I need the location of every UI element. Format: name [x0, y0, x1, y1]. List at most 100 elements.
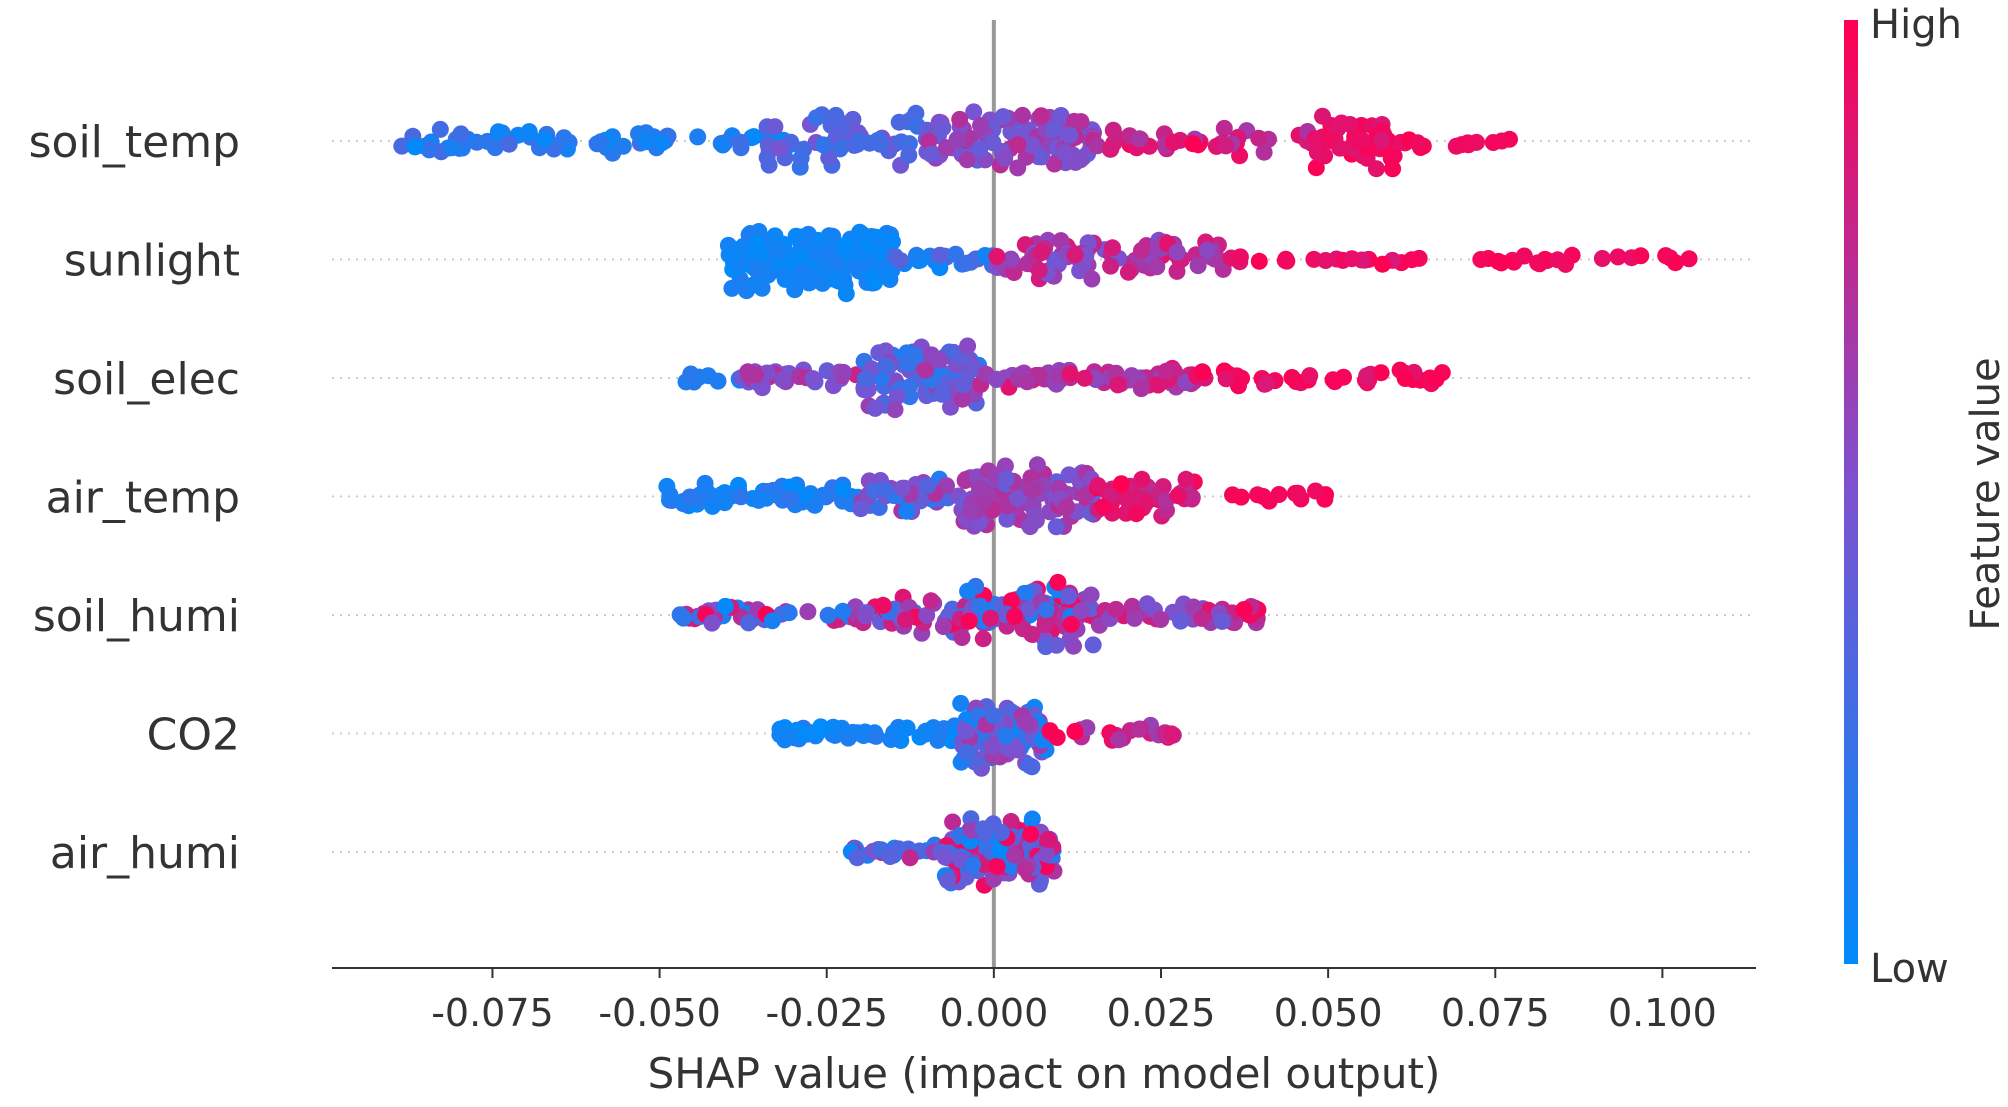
- shap-point-soil_humi: [780, 604, 798, 622]
- shap-point-air_humi: [939, 871, 956, 889]
- shap-point-sunlight: [1403, 251, 1421, 269]
- shap-point-air_temp: [705, 488, 723, 506]
- shap-point-soil_elec: [1194, 363, 1212, 381]
- shap-point-soil_elec: [954, 376, 972, 394]
- shap-point-soil_humi: [716, 597, 734, 615]
- shap-point-air_temp: [681, 488, 699, 506]
- shap-point-sunlight: [988, 248, 1006, 265]
- shap-point-soil_temp: [807, 109, 825, 127]
- shap-point-sunlight: [723, 279, 741, 297]
- shap-point-air_temp: [971, 480, 989, 498]
- shap-point-air_humi: [1023, 810, 1041, 828]
- feature-label-air_humi: air_humi: [50, 828, 240, 879]
- shap-point-sunlight: [872, 244, 890, 262]
- x-tick-label: 0.000: [939, 991, 1048, 1035]
- shap-point-soil_temp: [972, 117, 989, 134]
- shap-point-air_temp: [1307, 482, 1324, 500]
- shap-point-air_temp: [1254, 488, 1272, 505]
- shap-point-sunlight: [723, 247, 741, 265]
- shap-point-soil_temp: [1014, 106, 1031, 124]
- shap-point-sunlight: [824, 231, 842, 249]
- shap-point-soil_elec: [1076, 369, 1094, 387]
- shap-point-air_humi: [976, 856, 993, 873]
- shap-point-sunlight: [1189, 257, 1207, 275]
- shap-point-soil_humi: [799, 603, 817, 621]
- shap-point-sunlight: [848, 259, 866, 277]
- shap-point-soil_temp: [1331, 139, 1349, 157]
- shap-point-soil_elec: [959, 337, 977, 355]
- shap-point-soil_temp: [1308, 144, 1326, 161]
- shap-point-soil_humi: [874, 596, 892, 614]
- shap-point-air_humi: [848, 849, 866, 867]
- shap-point-soil_temp: [1045, 120, 1063, 138]
- shap-point-soil_temp: [984, 134, 1002, 152]
- shap-point-sunlight: [1104, 239, 1121, 257]
- shap-point-soil_temp: [500, 135, 518, 153]
- shap-point-sunlight: [931, 259, 949, 277]
- shap-point-soil_temp: [1131, 130, 1148, 148]
- shap-point-soil_temp: [1088, 137, 1106, 155]
- shap-point-soil_temp: [1002, 123, 1020, 141]
- shap-point-soil_elec: [923, 346, 940, 364]
- shap-point-soil_humi: [1036, 616, 1054, 634]
- shap-point-air_temp: [1289, 484, 1307, 502]
- shap-point-sunlight: [1529, 254, 1547, 272]
- shap-point-air_humi: [944, 813, 962, 831]
- shap-point-soil_temp: [1255, 143, 1273, 161]
- shap-point-soil_temp: [393, 137, 411, 155]
- shap-point-soil_temp: [760, 156, 778, 174]
- shap-point-sunlight: [1489, 252, 1507, 270]
- shap-point-CO2: [1162, 725, 1180, 743]
- shap-point-soil_humi: [1020, 600, 1038, 618]
- shap-point-soil_elec: [1301, 367, 1319, 385]
- x-tick-label: 0.025: [1107, 991, 1216, 1035]
- x-tick-label: 0.100: [1608, 991, 1717, 1035]
- shap-point-soil_temp: [1052, 107, 1070, 124]
- shap-point-soil_temp: [771, 139, 789, 157]
- feature-labels: soil_temp sunlight soil_elec air_temp soil_h…: [29, 117, 240, 879]
- shap-point-air_temp: [1133, 470, 1151, 488]
- shap-point-soil_elec: [834, 363, 852, 381]
- shap-point-CO2: [1023, 758, 1041, 776]
- shap-point-soil_temp: [1385, 147, 1403, 165]
- shap-point-soil_temp: [1009, 136, 1027, 154]
- shap-point-sunlight: [745, 276, 763, 294]
- shap-point-soil_humi: [1016, 584, 1033, 602]
- shap-point-sunlight: [956, 254, 974, 272]
- shap-point-air_temp: [1127, 505, 1145, 523]
- shap-point-CO2: [997, 727, 1015, 745]
- shap-point-soil_humi: [1126, 609, 1143, 627]
- shap-point-soil_temp: [745, 128, 763, 146]
- shap-point-air_temp: [1112, 475, 1130, 493]
- shap-point-soil_humi: [740, 614, 757, 632]
- shap-point-air_humi: [1016, 860, 1034, 878]
- shap-point-sunlight: [1066, 246, 1084, 264]
- shap-point-air_humi: [881, 848, 899, 865]
- shap-point-soil_temp: [1164, 133, 1182, 151]
- shap-point-air_temp: [961, 502, 979, 520]
- x-axis-title: SHAP value (impact on model output): [648, 1049, 1441, 1098]
- shap-point-soil_humi: [1060, 587, 1078, 605]
- shap-point-sunlight: [1515, 247, 1533, 265]
- shap-point-soil_elec: [917, 361, 935, 379]
- shap-point-sunlight: [851, 223, 869, 241]
- shap-point-CO2: [1041, 722, 1059, 740]
- shap-point-soil_temp: [1045, 155, 1063, 173]
- shap-point-soil_humi: [1006, 608, 1024, 625]
- shap-point-soil_humi: [1152, 611, 1170, 628]
- shap-point-CO2: [812, 718, 830, 736]
- shap-point-CO2: [985, 707, 1003, 725]
- shap-point-sunlight: [787, 227, 805, 245]
- colorbar-low-label: Low: [1870, 946, 1949, 992]
- shap-point-soil_elec: [953, 390, 971, 408]
- shap-point-sunlight: [1046, 251, 1064, 269]
- shap-point-air_temp: [661, 486, 679, 504]
- shap-point-sunlight: [825, 270, 843, 288]
- colorbar: [1844, 20, 1858, 964]
- shap-point-air_humi: [936, 848, 954, 866]
- shap-point-soil_temp: [1501, 130, 1518, 148]
- shap-point-sunlight: [1102, 257, 1120, 275]
- shap-point-sunlight: [908, 248, 926, 266]
- shap-point-sunlight: [770, 242, 788, 260]
- shap-point-soil_elec: [1427, 370, 1445, 388]
